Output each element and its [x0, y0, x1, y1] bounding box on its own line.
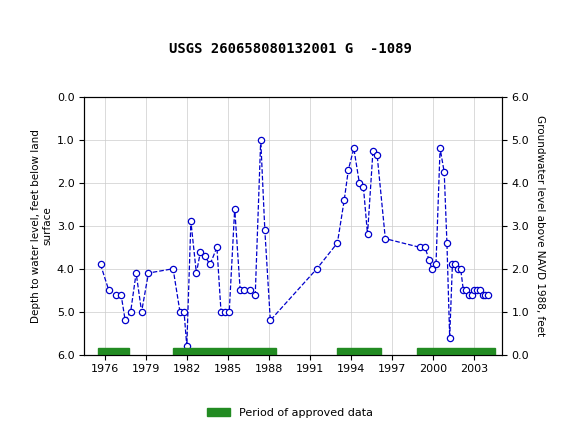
Y-axis label: Depth to water level, feet below land
surface: Depth to water level, feet below land su…	[31, 129, 52, 322]
Text: USGS 260658080132001 G  -1089: USGS 260658080132001 G -1089	[169, 42, 411, 56]
Bar	[338, 348, 381, 355]
Y-axis label: Groundwater level above NAVD 1988, feet: Groundwater level above NAVD 1988, feet	[535, 115, 545, 336]
Text: ▒USGS: ▒USGS	[3, 11, 61, 27]
Bar	[173, 348, 276, 355]
Legend: Period of approved data: Period of approved data	[203, 403, 377, 422]
Bar	[417, 348, 495, 355]
Bar	[98, 348, 129, 355]
